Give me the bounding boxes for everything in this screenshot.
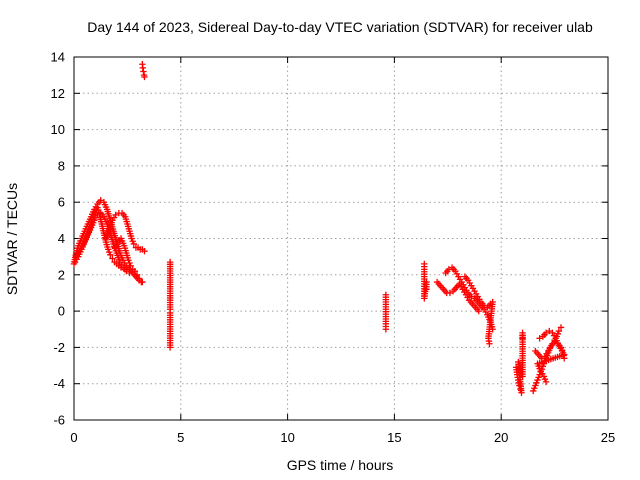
data-point [542, 378, 550, 386]
series-arc-e [111, 235, 145, 286]
x-tick-label: 15 [387, 430, 401, 445]
data-point [130, 240, 138, 248]
data-point [519, 335, 526, 342]
data-point [555, 327, 563, 335]
data-point [141, 248, 148, 255]
series-arc-l [461, 273, 496, 347]
x-tick-label: 20 [494, 430, 508, 445]
y-tick-label: 8 [58, 158, 65, 173]
data-point [446, 289, 454, 297]
chart-title: Day 144 of 2023, Sidereal Day-to-day VTE… [87, 19, 593, 35]
series-arc-d [102, 209, 148, 255]
series-arc-m [512, 329, 526, 396]
data-point [486, 340, 493, 347]
data-point [423, 286, 430, 293]
data-point [127, 262, 134, 269]
y-tick-label: -2 [53, 340, 65, 355]
x-tick-label: 25 [601, 430, 615, 445]
series-arc-f [139, 61, 148, 81]
data-point [475, 307, 482, 315]
data-point [123, 267, 130, 275]
y-tick-label: 14 [51, 50, 65, 65]
data-point [112, 211, 119, 219]
series-arc-k [442, 264, 496, 333]
series-arc-i [421, 260, 430, 302]
series-pts-h [382, 291, 390, 333]
ticks-layer [73, 56, 609, 421]
grid-layer [74, 57, 608, 420]
data-point [135, 275, 143, 282]
data-point [133, 271, 141, 278]
y-tick-label: 0 [58, 304, 65, 319]
y-axis-title: SDTVAR / TECUs [4, 183, 20, 295]
y-tick-label: 12 [51, 86, 65, 101]
y-tick-label: 2 [58, 267, 65, 282]
data-point [382, 326, 390, 333]
x-tick-label: 10 [280, 430, 294, 445]
data-point [557, 324, 565, 331]
y-tick-label: -6 [53, 413, 65, 428]
series-pts-g [166, 258, 174, 351]
data-point [141, 73, 148, 81]
data-point [109, 255, 116, 262]
x-tick-label: 0 [70, 430, 77, 445]
data-point [542, 329, 550, 337]
x-tick-label: 5 [177, 430, 184, 445]
y-tick-label: 6 [58, 195, 65, 210]
y-tick-label: 10 [51, 122, 65, 137]
data-point [468, 293, 475, 300]
data-point [107, 251, 114, 259]
marks-layer [70, 61, 568, 396]
data-point [126, 269, 133, 277]
data-point [546, 327, 553, 335]
data-point [117, 264, 125, 271]
data-point [97, 197, 104, 204]
data-point [131, 267, 139, 275]
series-arc-p [534, 327, 568, 386]
data-point [138, 278, 145, 286]
data-point [536, 335, 543, 342]
x-axis-title: GPS time / hours [287, 457, 394, 473]
y-tick-label: -4 [53, 376, 65, 391]
y-tick-label: 4 [58, 231, 65, 246]
data-point [166, 344, 174, 351]
labels-layer: 0 5 10 15 20 25 -6 -4 -2 0 2 4 6 8 10 12 14 [51, 50, 616, 446]
